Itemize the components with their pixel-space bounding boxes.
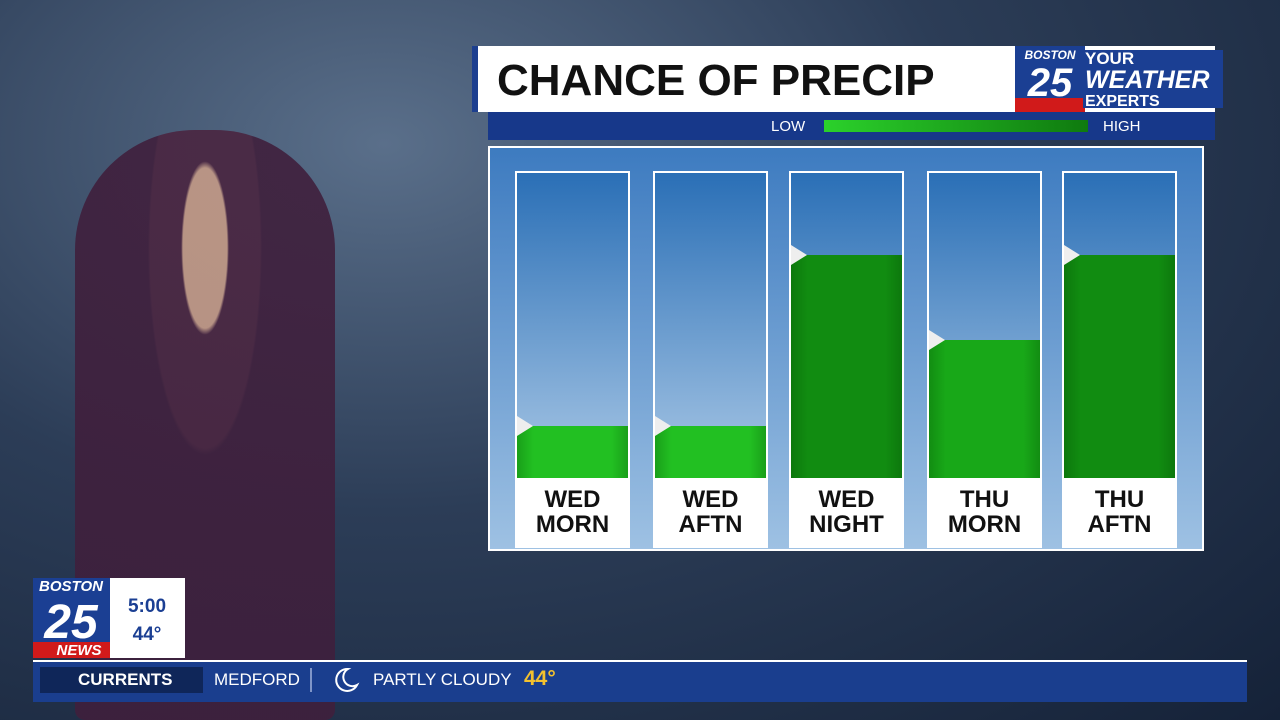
category-label: THU AFTN: [1064, 478, 1175, 546]
legend-low: LOW: [771, 118, 806, 135]
bar: [929, 340, 1040, 478]
ticker-label: CURRENTS: [78, 670, 173, 689]
ticker-label-box: [40, 667, 203, 693]
logo-line: YOUR: [1085, 49, 1134, 68]
bar-column: WED NIGHT: [789, 171, 904, 548]
category-label: THU MORN: [929, 478, 1040, 546]
ticker-condition: PARTLY CLOUDY: [373, 670, 512, 689]
chart-title: CHANCE OF PRECIP: [497, 56, 935, 105]
bar-marker: [1064, 244, 1080, 265]
bar: [517, 425, 628, 478]
separator: [310, 668, 312, 692]
logo-city: BOSTON: [1024, 48, 1075, 62]
bar-column: WED MORN: [515, 171, 630, 548]
legend-high: HIGH: [1103, 118, 1141, 135]
news-bug: BOSTON 25 NEWS 5:00 44°: [33, 578, 185, 658]
category-label: WED MORN: [517, 478, 628, 546]
bar-column: WED AFTN: [653, 171, 768, 548]
bug-city: BOSTON: [39, 578, 104, 595]
bug-channel: 25: [43, 596, 99, 649]
bug-time: 5:00: [128, 596, 166, 617]
category-label: WED NIGHT: [791, 478, 902, 546]
ticker: [33, 660, 1247, 702]
bar-marker: [517, 415, 533, 436]
moon-icon: [335, 667, 360, 692]
bar-marker: [791, 244, 807, 265]
logo-channel: 25: [1027, 61, 1073, 105]
logo-line: WEATHER: [1085, 66, 1210, 94]
bar-column: THU MORN: [927, 171, 1042, 548]
legend-scale: [824, 120, 1088, 132]
ticker-location: MEDFORD: [214, 670, 300, 689]
ticker-temp: 44°: [524, 667, 556, 690]
bar-marker: [655, 415, 671, 436]
bug-temp: 44°: [133, 624, 162, 645]
bar-marker: [929, 330, 945, 351]
bar: [1064, 254, 1175, 478]
bar: [655, 425, 766, 478]
bar: [791, 254, 902, 478]
logo-line: EXPERTS: [1085, 93, 1160, 110]
bug-brand: NEWS: [57, 642, 102, 658]
category-label: WED AFTN: [655, 478, 766, 546]
station-logo: BOSTON 25 YOUR WEATHER EXPERTS: [1015, 46, 1223, 112]
bar-column: THU AFTN: [1062, 171, 1177, 548]
